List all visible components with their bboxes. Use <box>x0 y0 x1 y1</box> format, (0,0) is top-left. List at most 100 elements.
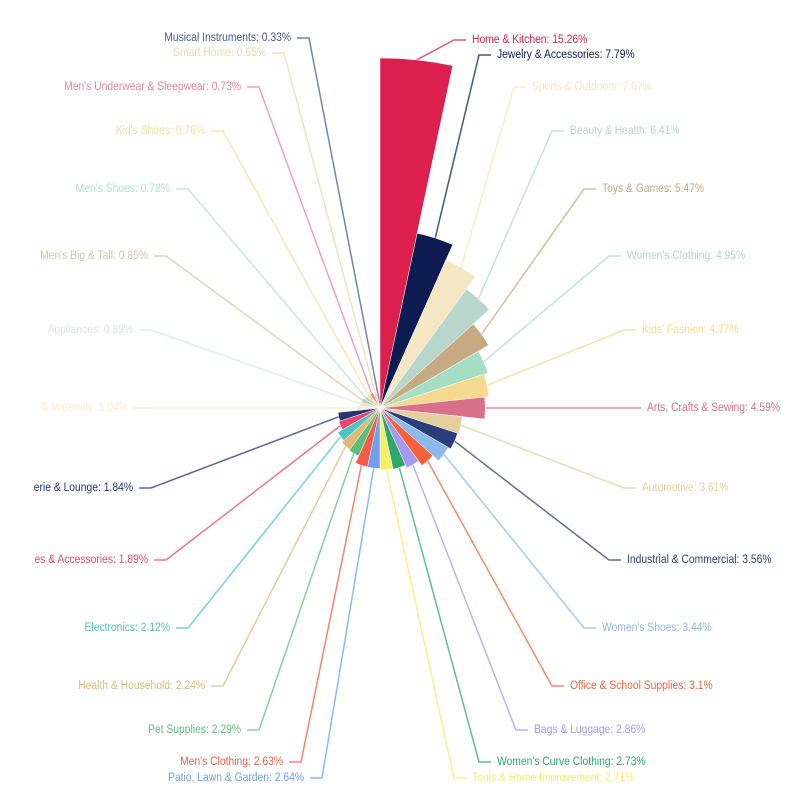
label-line <box>211 130 369 396</box>
slice-label: es & Accessories: 1.89% <box>34 554 148 567</box>
category-name: Men's Shoes <box>76 183 136 196</box>
label-line <box>154 425 341 561</box>
slice-label: Musical Instruments: 0.33% <box>164 32 291 45</box>
separator: : <box>745 402 751 415</box>
slice <box>338 407 381 431</box>
separator: : <box>113 554 119 567</box>
category-name: Home & Kitchen <box>472 34 547 47</box>
category-name: Women's Clothing <box>627 250 710 263</box>
slice <box>379 407 458 450</box>
label-line <box>477 130 564 300</box>
value-label: 4.59% <box>751 402 780 415</box>
slice-label: Kid's Shoes: 0.76% <box>116 125 205 138</box>
value-label: 0.73% <box>212 81 241 94</box>
category-name: Pet Supplies <box>148 724 206 737</box>
value-label: 2.29% <box>212 724 241 737</box>
slices <box>337 57 490 471</box>
label-line <box>297 37 380 401</box>
category-name: Industrial & Commercial <box>627 554 737 567</box>
slice-label: Office & School Supplies: 3.1% <box>570 680 713 693</box>
value-label: 15.26% <box>552 34 587 47</box>
label-line <box>310 468 375 779</box>
value-label: 4.95% <box>716 250 745 263</box>
separator: : <box>170 680 176 693</box>
slice-label: Beauty & Health: 6.41% <box>570 125 680 138</box>
value-label: 2.71% <box>605 772 634 785</box>
separator: : <box>135 622 141 635</box>
separator: : <box>694 482 700 495</box>
value-label: 0.65% <box>237 47 266 60</box>
separator: : <box>93 402 99 415</box>
slice <box>337 407 381 441</box>
separator: : <box>677 622 683 635</box>
label-line <box>460 424 636 489</box>
slice <box>379 232 454 409</box>
value-label: 4.77% <box>709 324 738 337</box>
label-line <box>385 469 466 779</box>
value-label: 2.64% <box>275 772 304 785</box>
slice-label: Appliances: 0.89% <box>48 324 134 337</box>
category-name: erie & Lounge <box>34 482 98 495</box>
label-line <box>416 39 466 61</box>
label-line <box>289 465 363 763</box>
category-name: Men's Clothing <box>180 756 248 769</box>
slice-label: Jewelry & Accessories: 7.79% <box>497 49 635 62</box>
label-line <box>486 329 636 386</box>
category-name: Men's Big & Tall <box>40 250 113 263</box>
category-name: Women's Curve Clothing <box>497 756 611 769</box>
slice-label: Tools & Home Improvement: 2.71% <box>472 772 634 785</box>
category-name: & Maternity <box>41 402 94 415</box>
slice-label: Smart Home: 0.65% <box>173 47 266 60</box>
slice <box>366 393 381 409</box>
slice-label: Women's Curve Clothing: 2.73% <box>497 756 646 769</box>
slice <box>373 393 381 409</box>
category-name: Health & Household <box>78 680 170 693</box>
slice-label: Men's Clothing: 2.63% <box>180 756 283 769</box>
labels: Home & Kitchen: 15.26% Jewelry & Accessor… <box>34 32 780 785</box>
slice <box>379 259 476 409</box>
category-name: Automotive <box>642 482 694 495</box>
slice-label: Patio, Lawn & Garden: 2.64% <box>168 772 304 785</box>
label-line <box>176 436 342 629</box>
separator: : <box>610 724 616 737</box>
slice <box>355 407 381 468</box>
label-line <box>412 464 528 731</box>
category-name: Musical Instruments <box>164 32 256 45</box>
category-name: Beauty & Health <box>570 125 645 138</box>
slice <box>379 350 489 409</box>
value-label: 1.04% <box>99 402 128 415</box>
category-name: Arts, Crafts & Sewing <box>647 402 745 415</box>
separator: : <box>98 482 104 495</box>
value-label: 1.84% <box>104 482 133 495</box>
slice-label: Pet Supplies: 2.29% <box>148 724 241 737</box>
slice <box>379 396 486 420</box>
slice-label: Men's Big & Tall: 0.85% <box>40 250 148 263</box>
category-name: Women's Shoes <box>602 622 677 635</box>
separator: : <box>617 81 623 94</box>
separator: : <box>600 49 606 62</box>
slice-label: Bags & Luggage: 2.86% <box>534 724 645 737</box>
slice <box>379 288 490 409</box>
category-name: Jewelry & Accessories <box>497 49 600 62</box>
slice-label: Women's Shoes: 3.44% <box>602 622 712 635</box>
slice <box>379 407 434 466</box>
slice-label: erie & Lounge: 1.84% <box>34 482 133 495</box>
label-line <box>247 86 373 394</box>
slice-label: Home & Kitchen: 15.26% <box>472 34 587 47</box>
value-label: 6.41% <box>650 125 679 138</box>
label-line <box>443 453 596 629</box>
slice <box>379 407 463 434</box>
separator: : <box>611 756 617 769</box>
slice-label: Arts, Crafts & Sewing: 4.59% <box>647 402 780 415</box>
slice <box>348 407 381 457</box>
separator: : <box>206 724 212 737</box>
slice-label: Kids' Fashion: 4.77% <box>642 324 739 337</box>
separator: : <box>737 554 743 567</box>
label-line <box>139 416 339 489</box>
category-name: Toys & Games <box>602 183 669 196</box>
category-name: Smart Home <box>173 47 231 60</box>
category-name: es & Accessories <box>34 554 113 567</box>
category-name: Electronics <box>85 622 136 635</box>
category-name: Office & School Supplies <box>570 680 684 693</box>
